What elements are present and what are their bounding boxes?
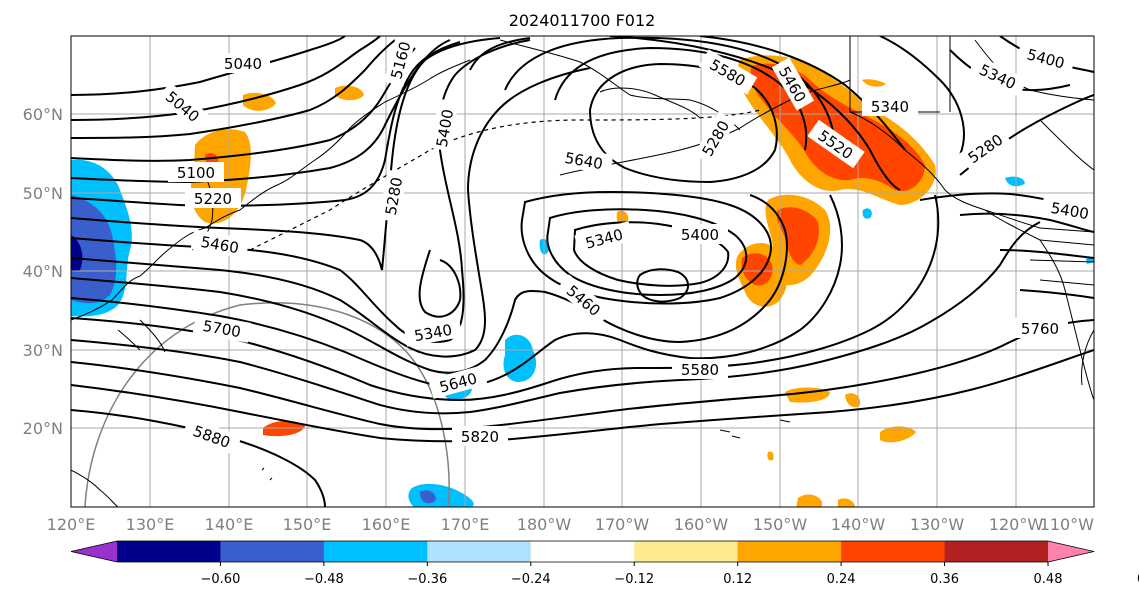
colorbar-swatch — [220, 541, 325, 562]
colorbar-tick-label: 0.24 — [827, 572, 856, 587]
lon-label: 150°E — [283, 515, 332, 534]
lon-label: 120°E — [47, 515, 96, 534]
contour-label: 5100 — [177, 164, 215, 182]
lon-label: 130°W — [910, 515, 965, 534]
colorbar-swatch — [117, 541, 221, 562]
colorbar-swatch — [427, 541, 532, 562]
lon-label: 120°W — [989, 515, 1044, 534]
lat-label: 30°N — [23, 341, 63, 360]
map-title: 2024011700 F012 — [509, 11, 656, 30]
colorbar-tick-label: −0.12 — [614, 572, 654, 587]
colorbar-swatch — [634, 541, 739, 562]
colorbar-ticks: −0.60 −0.48 −0.36 −0.24 −0.12 0.12 0.24 0.36 0.4… — [201, 562, 1139, 587]
lon-label: 170°E — [441, 515, 490, 534]
colorbar-tick-label: 0.36 — [930, 572, 959, 587]
contour-label: 5220 — [194, 190, 232, 208]
lon-label: 150°W — [753, 515, 808, 534]
colorbar-tick-label: −0.24 — [511, 572, 551, 587]
range-circle — [84, 302, 450, 507]
lon-label: 140°E — [205, 515, 254, 534]
colorbar-tick-label: 0.48 — [1034, 572, 1063, 587]
contour-label: 5580 — [681, 361, 719, 379]
contour-label: 5820 — [461, 428, 499, 446]
lon-label: 160°E — [362, 515, 411, 534]
lon-label: 130°E — [126, 515, 175, 534]
lat-label: 40°N — [23, 262, 63, 281]
colorbar-extension-high — [1048, 541, 1094, 562]
lon-label: 140°W — [831, 515, 886, 534]
colorbar-swatch — [530, 541, 635, 562]
longitude-labels: 120°E 130°E 140°E 150°E 160°E 170°E 180°… — [47, 515, 1095, 534]
contour-label: 5040 — [224, 55, 262, 73]
lat-label: 20°N — [23, 419, 63, 438]
colorbar-extension-low — [71, 541, 117, 562]
lon-label: 110°W — [1040, 515, 1095, 534]
colorbar-tick-label: −0.60 — [201, 572, 241, 587]
colorbar-tick-label: 0.60 — [1137, 572, 1139, 587]
map-plot-area: 5040 5040 5100 5160 5220 5280 5280 5340 … — [71, 36, 1094, 507]
colorbar-swatch — [944, 541, 1049, 562]
lat-label: 60°N — [23, 105, 63, 124]
contour-label: 5340 — [871, 98, 909, 116]
colorbar-tick-label: −0.48 — [304, 572, 344, 587]
colorbar-outline — [70, 540, 1095, 563]
colorbar-swatch — [737, 541, 842, 562]
colorbar — [70, 540, 1095, 563]
lon-label: 170°W — [595, 515, 650, 534]
lon-label: 180°W — [517, 515, 572, 534]
contour-label: 5400 — [681, 226, 719, 244]
colorbar-swatch — [323, 541, 428, 562]
contour-label: 5760 — [1021, 320, 1059, 338]
height-contours — [71, 36, 1094, 507]
lon-label: 160°W — [674, 515, 729, 534]
colorbar-tick-label: 0.12 — [723, 572, 752, 587]
map-frame — [70, 35, 1095, 508]
latitude-labels: 60°N 50°N 40°N 30°N 20°N — [23, 105, 63, 438]
colorbar-swatch — [841, 541, 946, 562]
lat-label: 50°N — [23, 184, 63, 203]
colorbar-tick-label: −0.36 — [407, 572, 447, 587]
